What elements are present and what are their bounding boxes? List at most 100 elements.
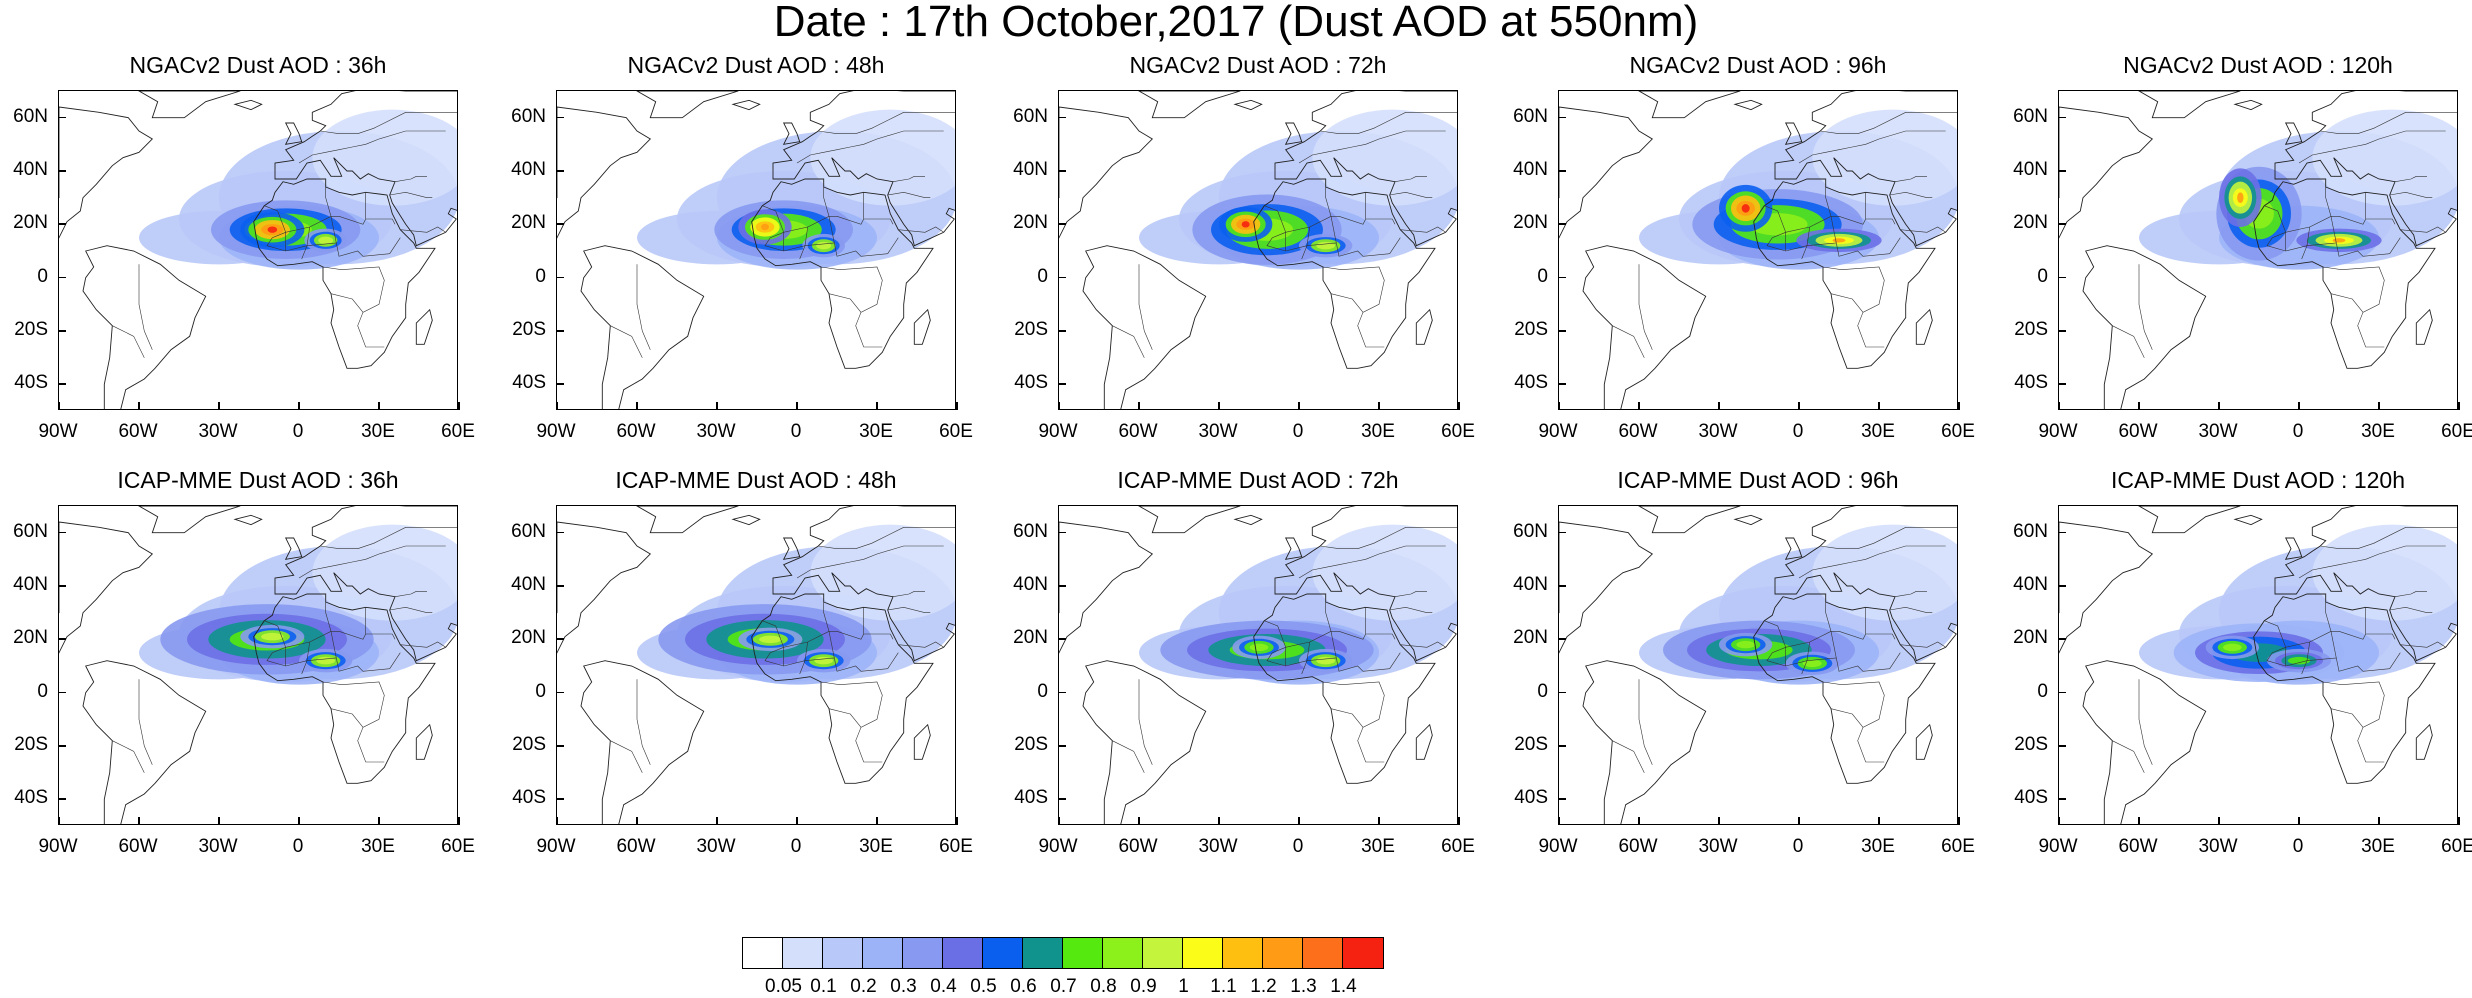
- lat-tick: [2058, 170, 2066, 172]
- lon-tick: [1218, 402, 1220, 410]
- lon-tick: [2298, 817, 2300, 825]
- lat-tick: [556, 170, 564, 172]
- coastline: [782, 122, 801, 145]
- lat-tick: [1058, 330, 1066, 332]
- coastline: [2284, 537, 2303, 560]
- country-border: [2389, 606, 2433, 613]
- lon-tick: [1798, 817, 1800, 825]
- lon-tick-label: 60E: [939, 421, 973, 442]
- country-border: [820, 681, 883, 763]
- country-border: [823, 179, 830, 217]
- country-border: [2298, 545, 2446, 579]
- lon-tick-label: 60E: [1941, 836, 1975, 857]
- aod-contour: [261, 632, 284, 641]
- aod-contour: [761, 223, 769, 231]
- coastline: [1233, 99, 1263, 111]
- coastline: [1559, 106, 1654, 239]
- lat-tick-label: 0: [1037, 265, 1048, 287]
- panel-title: ICAP-MME Dust AOD : 120h: [2111, 467, 2405, 493]
- country-border: [1900, 226, 1946, 233]
- coastline: [2284, 122, 2303, 145]
- country-border: [1766, 647, 1901, 672]
- panel-title: NGACv2 Dust AOD : 72h: [1129, 52, 1387, 78]
- lon-tick: [1458, 402, 1460, 410]
- aod-contour: [1249, 643, 1269, 652]
- lat-tick: [58, 531, 66, 534]
- coastline: [913, 308, 931, 345]
- country-border: [1900, 641, 1946, 648]
- lon-tick: [2378, 817, 2380, 825]
- country-border: [636, 679, 651, 765]
- lat-tick-label: 40N: [2013, 159, 2048, 180]
- lon-tick-label: 0: [2292, 421, 2304, 442]
- lat-tick-label: 40N: [511, 574, 546, 595]
- lat-tick-label: 20N: [2013, 212, 2048, 234]
- country-border: [1638, 679, 1653, 765]
- country-border: [1112, 325, 1145, 358]
- dust-aod-map: [557, 91, 955, 409]
- coastline: [415, 723, 433, 760]
- country-border: [330, 293, 364, 313]
- coastline: [1784, 537, 1803, 560]
- country-border: [1798, 130, 1946, 164]
- lat-tick: [58, 638, 66, 640]
- lon-tick-label: 60W: [1118, 421, 1158, 442]
- country-border: [1389, 606, 1433, 613]
- lat-tick-label: 20S: [2014, 734, 2048, 755]
- colorbar-label: 0.1: [810, 976, 837, 997]
- lat-tick-label: 0: [535, 680, 546, 702]
- lon-tick: [1638, 817, 1640, 825]
- lat-tick-label: 0: [1537, 680, 1548, 702]
- lat-tick: [1058, 170, 1066, 172]
- coastline: [557, 521, 652, 654]
- coastline: [1253, 178, 1436, 369]
- panel-title: NGACv2 Dust AOD : 96h: [1629, 52, 1887, 78]
- coastline: [2059, 521, 2154, 654]
- country-border: [1889, 606, 1933, 613]
- lat-tick: [1058, 531, 1066, 534]
- coastline: [1284, 537, 1303, 560]
- coastline: [1138, 91, 1241, 119]
- lon-tick: [1558, 402, 1560, 410]
- colorbar-label: 1.1: [1210, 976, 1237, 997]
- coastline: [1059, 521, 1154, 654]
- coastline: [2415, 308, 2433, 345]
- country-border: [389, 191, 433, 198]
- lat-tick-label: 40S: [512, 787, 546, 809]
- lat-tick-label: 20S: [1014, 734, 1048, 755]
- lat-tick-label: 40N: [1513, 574, 1548, 595]
- lon-tick-label: 60W: [2118, 836, 2158, 857]
- country-border: [892, 591, 925, 597]
- colorbar-label: 0.05: [765, 976, 802, 997]
- country-border: [389, 606, 433, 613]
- country-border: [138, 264, 153, 350]
- lat-tick: [1058, 638, 1066, 640]
- lat-tick: [556, 276, 564, 279]
- aod-contour: [759, 635, 782, 644]
- country-border: [1266, 232, 1401, 257]
- coastline: [751, 593, 934, 784]
- lon-tick-label: 0: [790, 421, 802, 442]
- lon-tick: [636, 402, 638, 410]
- lon-tick-label: 30E: [361, 421, 395, 442]
- country-border: [1325, 594, 1332, 632]
- lon-tick-label: 30E: [2361, 836, 2395, 857]
- lat-tick: [58, 276, 66, 279]
- country-border: [2322, 266, 2385, 348]
- lat-tick-label: 40N: [1513, 159, 1548, 180]
- lon-tick-label: 60W: [616, 836, 656, 857]
- lat-tick-label: 60N: [13, 520, 48, 542]
- country-border: [863, 633, 894, 640]
- lat-tick: [1558, 638, 1566, 640]
- lon-tick: [2298, 402, 2300, 410]
- lat-tick: [556, 798, 564, 800]
- lon-tick-label: 0: [1792, 421, 1804, 442]
- lon-tick-label: 60W: [2118, 421, 2158, 442]
- country-border: [2138, 679, 2153, 765]
- lat-tick: [1058, 116, 1066, 119]
- country-border: [828, 631, 835, 659]
- coastline: [274, 91, 457, 247]
- coastline: [284, 537, 303, 560]
- lat-tick-label: 20S: [1014, 319, 1048, 340]
- colorbar-box: [903, 938, 943, 968]
